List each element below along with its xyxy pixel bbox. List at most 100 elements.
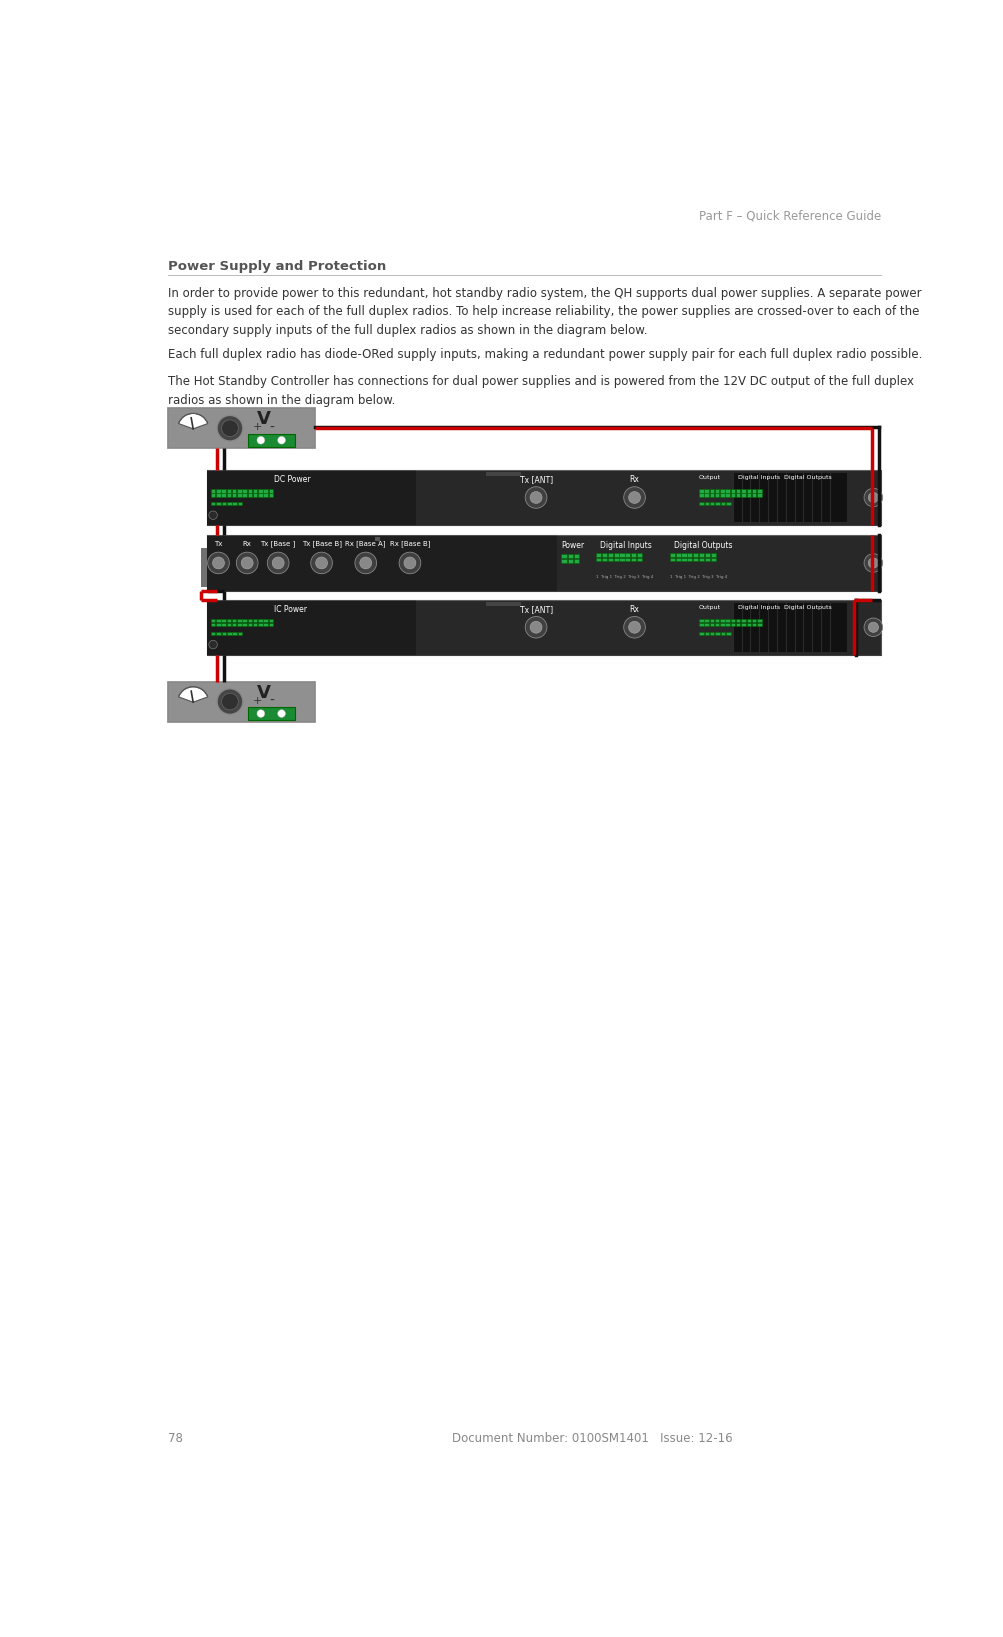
Bar — [242, 619, 247, 622]
Wedge shape — [179, 414, 208, 429]
Bar — [698, 624, 703, 627]
Bar — [258, 493, 263, 496]
Bar — [567, 558, 573, 563]
Bar — [238, 503, 242, 506]
Bar — [485, 471, 520, 476]
Bar — [574, 553, 579, 558]
Text: Tx [Base ]: Tx [Base ] — [261, 540, 296, 547]
Bar — [602, 558, 607, 561]
Bar — [207, 599, 881, 655]
Bar — [233, 503, 237, 506]
Bar — [710, 558, 715, 561]
Bar — [221, 489, 226, 493]
Circle shape — [864, 619, 882, 637]
Bar — [207, 599, 415, 655]
Text: +: + — [253, 696, 262, 706]
Text: In order to provide power to this redundant, hot standby radio system, the QH su: In order to provide power to this redund… — [168, 286, 921, 337]
Circle shape — [315, 557, 327, 570]
Bar — [751, 624, 755, 627]
Bar — [248, 493, 252, 496]
Bar — [698, 503, 703, 506]
Bar — [263, 493, 268, 496]
Bar — [607, 553, 612, 557]
Bar — [258, 489, 263, 493]
Bar — [211, 619, 215, 622]
Bar — [698, 619, 703, 622]
Bar — [714, 624, 719, 627]
Bar — [730, 619, 734, 622]
Text: 78: 78 — [168, 1432, 183, 1445]
Bar — [692, 553, 697, 557]
Bar — [732, 602, 847, 652]
Bar — [233, 632, 237, 635]
Text: Rx [Base A]: Rx [Base A] — [345, 540, 385, 547]
Bar — [613, 558, 618, 561]
Bar — [675, 553, 680, 557]
Text: Digital Inputs: Digital Inputs — [600, 540, 651, 550]
Bar — [222, 503, 226, 506]
Bar — [227, 493, 231, 496]
Circle shape — [272, 557, 284, 570]
Bar — [719, 493, 724, 496]
Bar — [730, 493, 734, 496]
Bar — [248, 624, 252, 627]
Bar — [704, 489, 708, 493]
Bar — [232, 493, 236, 496]
Circle shape — [359, 557, 371, 570]
Bar — [687, 558, 692, 561]
Bar — [232, 624, 236, 627]
Bar — [242, 489, 247, 493]
Circle shape — [257, 437, 265, 444]
Bar — [248, 489, 252, 493]
Circle shape — [236, 552, 258, 573]
Bar — [619, 558, 624, 561]
Bar — [253, 493, 257, 496]
Bar — [216, 493, 221, 496]
Bar — [756, 493, 761, 496]
Circle shape — [209, 640, 217, 648]
Text: Rx: Rx — [629, 606, 639, 614]
Bar — [221, 619, 226, 622]
Circle shape — [278, 710, 285, 717]
Bar — [698, 558, 703, 561]
Bar — [211, 624, 215, 627]
Bar — [574, 558, 579, 563]
Circle shape — [868, 558, 878, 568]
Bar — [746, 489, 750, 493]
Bar — [715, 503, 719, 506]
Circle shape — [864, 553, 882, 573]
Bar — [237, 619, 242, 622]
Bar — [242, 624, 247, 627]
Bar — [227, 624, 231, 627]
Text: Power: Power — [561, 540, 584, 550]
Text: V: V — [257, 684, 271, 702]
Bar — [263, 619, 268, 622]
Bar — [669, 558, 674, 561]
Bar — [485, 602, 520, 606]
Bar — [740, 619, 745, 622]
Bar — [248, 619, 252, 622]
Circle shape — [864, 488, 882, 507]
Bar — [725, 489, 729, 493]
Circle shape — [354, 552, 376, 573]
Bar — [704, 624, 708, 627]
Bar — [710, 553, 715, 557]
Bar — [725, 493, 729, 496]
Bar — [704, 558, 709, 561]
Bar — [735, 619, 740, 622]
Bar — [221, 493, 226, 496]
Circle shape — [213, 557, 225, 570]
Bar — [613, 553, 618, 557]
Bar — [227, 632, 232, 635]
Text: Digital Outputs: Digital Outputs — [673, 540, 731, 550]
Bar — [253, 489, 257, 493]
Bar — [253, 619, 257, 622]
Bar — [216, 619, 221, 622]
Circle shape — [628, 622, 640, 634]
Bar — [709, 619, 713, 622]
Text: Power Supply and Protection: Power Supply and Protection — [168, 260, 386, 273]
Bar — [269, 619, 273, 622]
Circle shape — [623, 486, 645, 509]
Text: -: - — [269, 421, 274, 434]
Bar — [561, 558, 567, 563]
